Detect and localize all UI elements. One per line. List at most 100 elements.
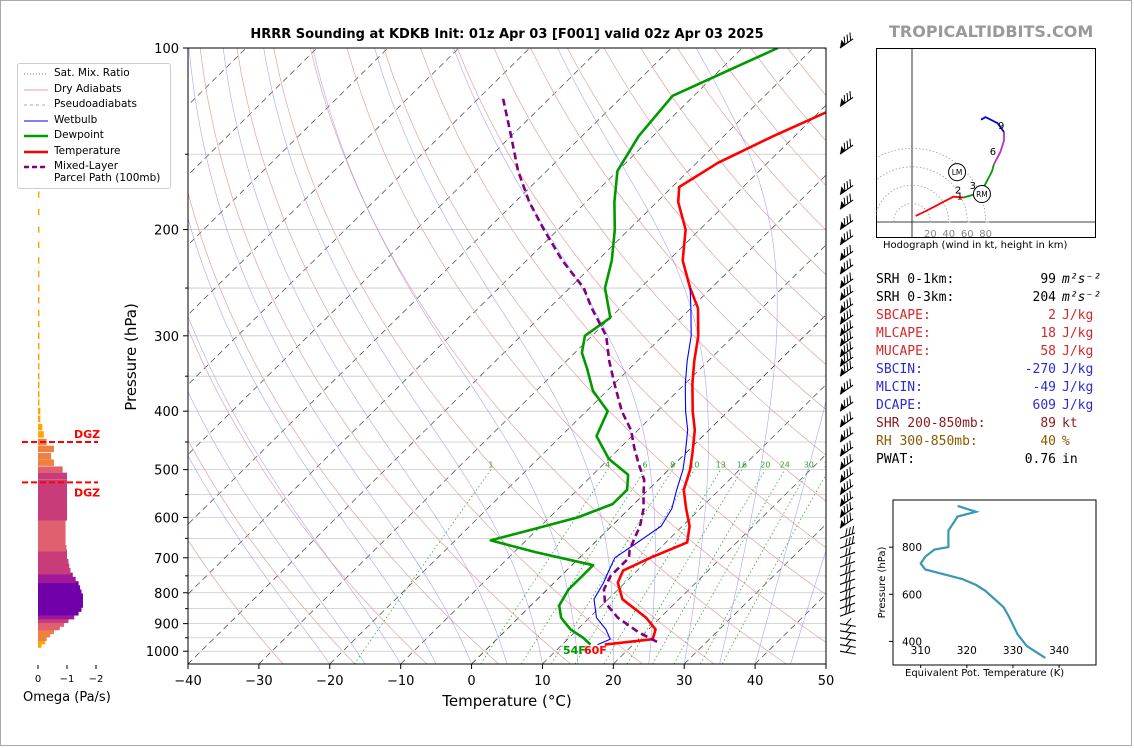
barb-feather [849, 284, 852, 293]
barb-flag [840, 447, 845, 457]
wind-barb [839, 589, 856, 602]
stat-unit: kt [1062, 416, 1078, 431]
pressure-tick-label: 300 [154, 330, 179, 345]
stat-value: 58 [1040, 344, 1056, 359]
wetbulb-trace [593, 287, 692, 646]
barb-feather [848, 546, 851, 555]
wind-barb [839, 138, 854, 155]
barb-staff [839, 644, 856, 648]
omega-bar [38, 257, 40, 264]
isotherm-line [329, 174, 826, 664]
omega-bar [38, 208, 40, 216]
barb-flag [840, 461, 845, 470]
barb-staff [839, 532, 856, 539]
legend-label: Temperature [54, 144, 121, 157]
barb-staff [839, 569, 856, 577]
barb-feather [848, 555, 851, 564]
omega-bar [38, 601, 83, 608]
barb-feather [843, 262, 846, 271]
hodograph-chart: 20 40 60 80 12 3 6 9 LM RM [876, 48, 1096, 238]
wind-barb [839, 426, 854, 443]
barb-feather [849, 193, 852, 202]
stat-row: SBCIN: -270 J/kg [876, 361, 1101, 379]
mixing-ratio-label: 8 [670, 461, 675, 470]
barb-feather [843, 324, 846, 333]
barb-feather [846, 428, 849, 437]
barb-feather [849, 330, 852, 339]
barb-feather [846, 481, 849, 490]
barb-feather [849, 90, 852, 100]
wind-barb [839, 229, 854, 246]
theta-e-y-axis-label: Pressure (hPa) [877, 547, 888, 619]
stat-row: MUCAPE: 58 J/kg [876, 343, 1101, 361]
barb-feather [849, 272, 852, 281]
barb-feather [849, 479, 852, 488]
hodograph-plot: 20 40 60 80 12 3 6 9 LM RM [876, 49, 1095, 238]
barb-feather [849, 32, 852, 41]
barb-feather [846, 181, 849, 190]
barb-feather [849, 179, 852, 188]
barb-feather [843, 415, 846, 424]
omega-bar [38, 514, 67, 521]
barb-feather [845, 590, 848, 599]
barb-feather [845, 625, 852, 633]
dry-adiabat [383, 48, 826, 596]
stat-label: SRH 0-1km: [876, 272, 955, 287]
temperature-trace [604, 110, 826, 646]
barb-flag [840, 474, 845, 483]
pressure-tick-label: 800 [154, 587, 179, 602]
omega-profile: DGZ DGZ 0 −1 −2 [22, 74, 104, 685]
barb-feather [849, 512, 852, 521]
barb-flag [840, 186, 845, 195]
barb-staff [839, 578, 856, 585]
surface-temperature-label: 60F [584, 644, 607, 657]
barb-feather [846, 514, 849, 523]
omega-bar [38, 554, 67, 561]
barb-feather [846, 352, 849, 361]
barb-feather [846, 322, 849, 331]
stat-value: 0.76 [1024, 452, 1056, 467]
stat-label: DCAPE: [876, 398, 923, 413]
temperature-tick-label: 10 [534, 674, 551, 689]
barb-flag [840, 357, 845, 367]
omega-bar [38, 637, 46, 645]
mixing-ratio-line [521, 469, 646, 664]
dry-adiabat [309, 48, 787, 664]
stat-label: MLCIN: [876, 380, 923, 395]
barb-feather [846, 286, 849, 295]
barb-feather [843, 248, 846, 258]
wind-barb [839, 546, 856, 559]
barb-feather [845, 582, 848, 591]
moist-adiabat [188, 217, 437, 664]
stat-row: MLCAPE: 18 J/kg [876, 325, 1101, 343]
omega-bar [38, 372, 40, 380]
barb-feather [846, 231, 849, 240]
barb-feather [846, 397, 849, 406]
barb-feather [843, 301, 846, 310]
barb-feather [848, 597, 851, 606]
barb-feather [843, 354, 846, 363]
omega-bar [38, 549, 67, 557]
barb-feather [846, 92, 849, 102]
moist-adiabat [188, 48, 472, 664]
mixing-ratio-label: 24 [780, 461, 790, 470]
skewt-traces [489, 48, 826, 646]
stat-label: MLCAPE: [876, 326, 931, 341]
barb-staff [839, 542, 856, 549]
barb-feather [845, 556, 848, 566]
omega-bar [38, 634, 47, 641]
barb-staff [839, 610, 856, 617]
omega-bar [38, 284, 40, 292]
barb-feather [843, 312, 846, 321]
omega-bar [38, 581, 79, 588]
barb-feather [849, 297, 852, 306]
stat-row: RH 300-850mb: 40% [876, 433, 1101, 451]
hodograph-height-label: 1 [957, 192, 963, 203]
stat-unit: J/kg [1062, 344, 1094, 359]
barb-feather [849, 426, 852, 435]
wind-barb [839, 479, 854, 496]
barb-feather [845, 547, 848, 556]
wind-barb [839, 597, 856, 610]
stat-value: 18 [1040, 326, 1056, 341]
